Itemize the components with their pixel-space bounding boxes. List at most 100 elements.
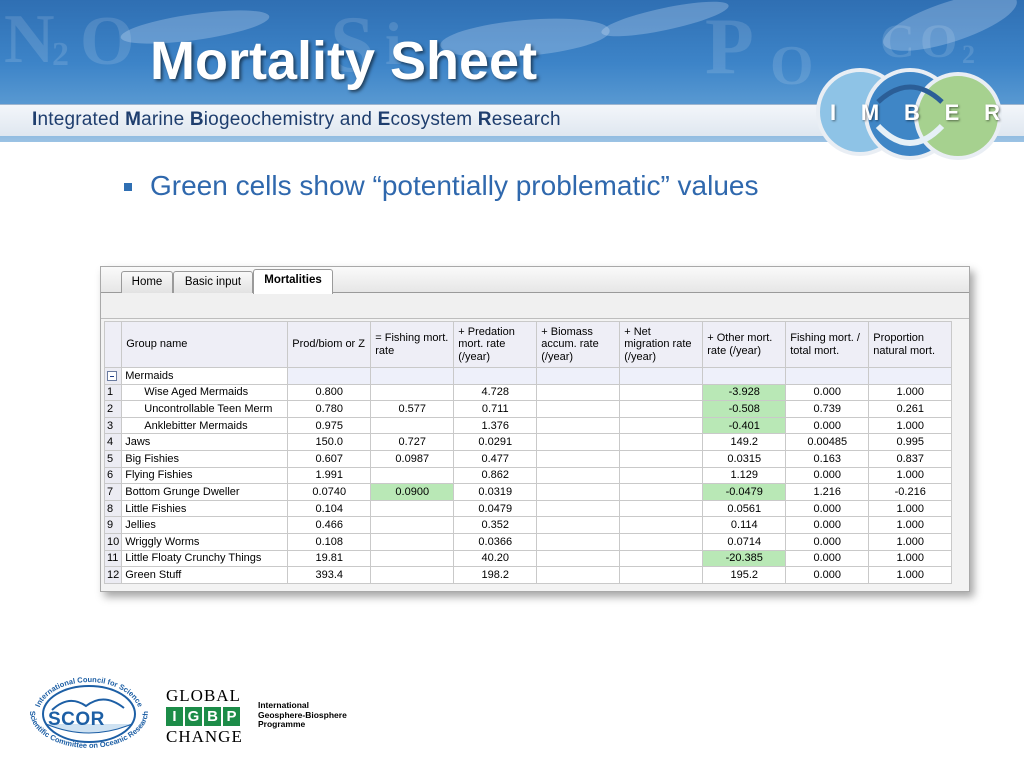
value-cell[interactable]: 1.000 bbox=[868, 566, 953, 584]
value-cell[interactable] bbox=[619, 416, 704, 435]
value-cell[interactable] bbox=[619, 466, 704, 485]
value-cell[interactable] bbox=[536, 449, 621, 468]
value-cell[interactable] bbox=[370, 532, 455, 551]
group-name-cell[interactable]: Little Floaty Crunchy Things bbox=[121, 549, 289, 568]
value-cell[interactable]: 1.376 bbox=[453, 416, 538, 435]
value-cell[interactable]: -0.216 bbox=[868, 483, 953, 501]
value-cell[interactable] bbox=[536, 400, 621, 418]
value-cell[interactable]: 0.0561 bbox=[702, 499, 787, 518]
value-cell[interactable]: 1.991 bbox=[287, 466, 372, 485]
group-name-cell[interactable]: Wise Aged Mermaids bbox=[121, 383, 289, 402]
value-cell[interactable] bbox=[370, 416, 455, 435]
table-row[interactable]: 1 Wise Aged Mermaids 0.800 4.728 -3.928 0.000… bbox=[103, 383, 953, 402]
table-row[interactable]: 7 Bottom Grunge Dweller 0.0740 0.0900 0.0319… bbox=[103, 483, 953, 501]
value-cell[interactable]: 0.114 bbox=[702, 516, 787, 534]
group-name-cell[interactable]: Big Fishies bbox=[121, 449, 289, 468]
value-cell[interactable]: 0.352 bbox=[453, 516, 538, 534]
value-cell[interactable]: -3.928 bbox=[702, 383, 787, 402]
value-cell[interactable]: 1.000 bbox=[868, 416, 953, 435]
tab-mortalities[interactable]: Mortalities bbox=[253, 269, 333, 294]
group-name-cell[interactable]: Bottom Grunge Dweller bbox=[121, 483, 289, 501]
column-header[interactable]: Group name bbox=[121, 321, 289, 368]
table-row[interactable]: 3 Anklebitter Mermaids 0.975 1.376 -0.401 0.0… bbox=[103, 416, 953, 435]
value-cell[interactable]: 1.216 bbox=[785, 483, 870, 501]
group-name-cell[interactable]: Green Stuff bbox=[121, 566, 289, 584]
group-name-cell[interactable]: Jaws bbox=[121, 433, 289, 451]
value-cell[interactable]: 0.000 bbox=[785, 499, 870, 518]
value-cell[interactable]: 0.000 bbox=[785, 516, 870, 534]
value-cell[interactable] bbox=[536, 516, 621, 534]
value-cell[interactable]: 198.2 bbox=[453, 566, 538, 584]
value-cell[interactable] bbox=[619, 499, 704, 518]
value-cell[interactable] bbox=[536, 549, 621, 568]
value-cell[interactable]: 0.995 bbox=[868, 433, 953, 451]
column-header[interactable]: Proportion natural mort. bbox=[868, 321, 953, 368]
value-cell[interactable]: 0.0366 bbox=[453, 532, 538, 551]
column-header[interactable]: + Predation mort. rate (/year) bbox=[453, 321, 538, 368]
value-cell[interactable] bbox=[536, 499, 621, 518]
column-header[interactable]: = Fishing mort. rate bbox=[370, 321, 455, 368]
value-cell[interactable]: 0.0319 bbox=[453, 483, 538, 501]
value-cell[interactable]: 0.104 bbox=[287, 499, 372, 518]
value-cell[interactable] bbox=[536, 416, 621, 435]
value-cell[interactable] bbox=[370, 516, 455, 534]
value-cell[interactable] bbox=[370, 499, 455, 518]
table-row[interactable]: 11 Little Floaty Crunchy Things 19.81 40.20… bbox=[103, 549, 953, 568]
value-cell[interactable]: 1.000 bbox=[868, 499, 953, 518]
value-cell[interactable]: -20.385 bbox=[702, 549, 787, 568]
table-row[interactable]: 8 Little Fishies 0.104 0.0479 0.0561 0.000 1.0… bbox=[103, 499, 953, 518]
value-cell[interactable]: 1.000 bbox=[868, 532, 953, 551]
group-name-cell[interactable]: Anklebitter Mermaids bbox=[121, 416, 289, 435]
column-header[interactable]: + Other mort. rate (/year) bbox=[702, 321, 787, 368]
value-cell[interactable]: 0.0291 bbox=[453, 433, 538, 451]
value-cell[interactable] bbox=[619, 433, 704, 451]
value-cell[interactable]: 0.000 bbox=[785, 416, 870, 435]
group-name-cell[interactable]: Little Fishies bbox=[121, 499, 289, 518]
value-cell[interactable] bbox=[370, 549, 455, 568]
value-cell[interactable] bbox=[536, 532, 621, 551]
value-cell[interactable]: 0.000 bbox=[785, 383, 870, 402]
value-cell[interactable]: 0.00485 bbox=[785, 433, 870, 451]
value-cell[interactable]: 0.0740 bbox=[287, 483, 372, 501]
table-row[interactable]: 9 Jellies 0.466 0.352 0.114 0.000 1.000 bbox=[103, 516, 953, 534]
value-cell[interactable]: 150.0 bbox=[287, 433, 372, 451]
value-cell[interactable]: 1.000 bbox=[868, 383, 953, 402]
value-cell[interactable]: -0.401 bbox=[702, 416, 787, 435]
value-cell[interactable]: -0.0479 bbox=[702, 483, 787, 501]
column-header[interactable]: Prod/biom or Z bbox=[287, 321, 372, 368]
value-cell[interactable] bbox=[536, 383, 621, 402]
table-row[interactable]: 10 Wriggly Worms 0.108 0.0366 0.0714 0.000 1.0… bbox=[103, 532, 953, 551]
column-header[interactable]: + Biomass accum. rate (/year) bbox=[536, 321, 621, 368]
group-name-cell[interactable]: Jellies bbox=[121, 516, 289, 534]
value-cell[interactable] bbox=[536, 466, 621, 485]
value-cell[interactable]: 0.000 bbox=[785, 466, 870, 485]
value-cell[interactable]: 0.0987 bbox=[370, 449, 455, 468]
value-cell[interactable]: 0.975 bbox=[287, 416, 372, 435]
value-cell[interactable] bbox=[619, 449, 704, 468]
column-header[interactable]: Fishing mort. / total mort. bbox=[785, 321, 870, 368]
value-cell[interactable]: 1.129 bbox=[702, 466, 787, 485]
value-cell[interactable]: 195.2 bbox=[702, 566, 787, 584]
value-cell[interactable] bbox=[370, 383, 455, 402]
value-cell[interactable]: 149.2 bbox=[702, 433, 787, 451]
value-cell[interactable]: 0.466 bbox=[287, 516, 372, 534]
value-cell[interactable] bbox=[619, 549, 704, 568]
value-cell[interactable]: 0.0479 bbox=[453, 499, 538, 518]
table-row[interactable]: 12 Green Stuff 393.4 198.2 195.2 0.000 1.000 bbox=[103, 566, 953, 584]
table-row[interactable]: 5 Big Fishies 0.607 0.0987 0.477 0.0315 0.163 0… bbox=[103, 449, 953, 468]
value-cell[interactable]: 0.837 bbox=[868, 449, 953, 468]
group-toggle[interactable] bbox=[103, 367, 123, 385]
value-cell[interactable]: 4.728 bbox=[453, 383, 538, 402]
value-cell[interactable]: 0.0315 bbox=[702, 449, 787, 468]
value-cell[interactable] bbox=[619, 516, 704, 534]
value-cell[interactable]: 0.000 bbox=[785, 566, 870, 584]
group-name-cell[interactable]: Flying Fishies bbox=[121, 466, 289, 485]
value-cell[interactable]: 0.607 bbox=[287, 449, 372, 468]
value-cell[interactable]: 0.0900 bbox=[370, 483, 455, 501]
value-cell[interactable] bbox=[536, 483, 621, 501]
value-cell[interactable] bbox=[619, 400, 704, 418]
value-cell[interactable] bbox=[536, 566, 621, 584]
value-cell[interactable] bbox=[536, 433, 621, 451]
value-cell[interactable]: 0.000 bbox=[785, 532, 870, 551]
value-cell[interactable]: 0.108 bbox=[287, 532, 372, 551]
